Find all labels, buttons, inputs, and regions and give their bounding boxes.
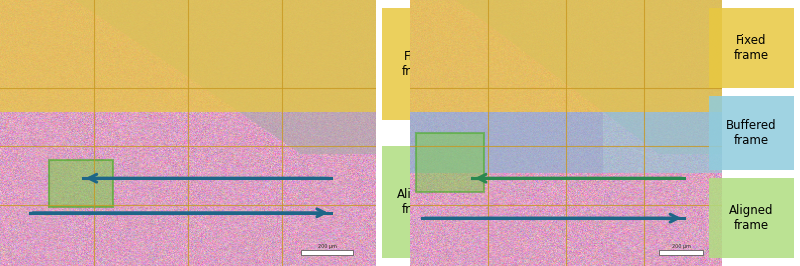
Bar <box>410 112 722 173</box>
Text: 200 µm: 200 µm <box>318 244 337 249</box>
Bar <box>301 250 354 255</box>
Bar <box>709 8 794 88</box>
Text: Fixed
frame: Fixed frame <box>402 50 437 78</box>
Bar <box>0 0 376 112</box>
Bar <box>410 0 722 112</box>
Polygon shape <box>75 0 376 154</box>
Bar <box>709 96 794 170</box>
Text: Buffered
frame: Buffered frame <box>726 119 777 147</box>
Bar <box>709 178 794 258</box>
Text: Fixed
frame: Fixed frame <box>734 34 769 62</box>
Bar <box>603 112 722 173</box>
Bar <box>49 160 113 207</box>
Bar <box>659 250 703 255</box>
Bar <box>410 112 603 173</box>
Bar <box>382 8 458 120</box>
Text: 200 µm: 200 µm <box>672 244 690 249</box>
Text: Aligned
frame: Aligned frame <box>398 188 442 216</box>
Bar <box>382 146 458 258</box>
Polygon shape <box>456 0 722 154</box>
Text: Aligned
frame: Aligned frame <box>729 204 774 232</box>
Bar <box>416 133 485 192</box>
